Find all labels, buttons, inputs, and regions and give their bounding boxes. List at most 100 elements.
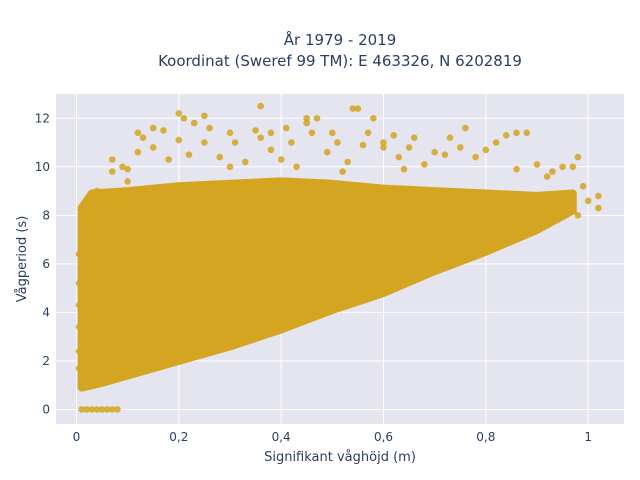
scatter-point: [359, 141, 367, 149]
scatter-point: [98, 406, 106, 413]
scatter-point: [334, 139, 341, 146]
scatter-point: [149, 124, 157, 132]
x-tick-labels: 0 0,2 0,4 0,6 0,8 1: [73, 430, 592, 444]
scatter-point: [410, 134, 418, 141]
scatter-point: [226, 129, 234, 137]
scatter-point: [313, 115, 321, 122]
y-tick-label: 10: [35, 160, 50, 174]
scatter-point: [75, 301, 83, 309]
y-axis-title: Vågperiod (s): [15, 216, 30, 303]
scatter-point: [308, 129, 316, 137]
scatter-point: [370, 115, 377, 122]
x-tick-label: 0,4: [272, 430, 291, 444]
scatter-point: [119, 163, 126, 171]
scatter-point: [584, 197, 592, 205]
scatter-point: [349, 105, 357, 112]
x-tick-label: 0,8: [476, 430, 495, 444]
y-tick-label: 4: [42, 305, 50, 319]
scatter-point: [83, 199, 90, 207]
scatter-point: [185, 151, 193, 158]
scatter-point: [503, 132, 510, 139]
scatter-point: [109, 168, 116, 175]
scatter-points: [75, 102, 602, 413]
x-tick-label: 0: [73, 430, 81, 444]
scatter-point: [472, 153, 479, 161]
scatter-point: [78, 212, 85, 219]
scatter-point: [103, 192, 111, 200]
scatter-point: [446, 134, 454, 141]
scatter-point: [569, 163, 577, 171]
y-tick-label: 2: [42, 354, 50, 368]
scatter-point: [257, 134, 265, 141]
scatter-point: [513, 129, 520, 137]
scatter-point: [339, 168, 346, 175]
scatter-point: [559, 163, 566, 171]
scatter-point: [165, 156, 172, 163]
scatter-point: [267, 129, 275, 137]
scatter-point: [344, 158, 352, 166]
scatter-point: [109, 406, 116, 413]
scatter-point: [226, 163, 234, 171]
scatter-point: [103, 406, 111, 413]
scatter-point: [462, 124, 469, 132]
y-tick-label: 0: [42, 402, 50, 416]
scatter-point: [109, 156, 116, 163]
scatter-point: [75, 347, 83, 355]
scatter-point: [83, 406, 90, 413]
scatter-point: [134, 129, 142, 137]
scatter-point: [283, 124, 290, 132]
x-tick-label: 1: [584, 430, 592, 444]
dense-region-mark: [77, 177, 577, 392]
scatter-point: [124, 178, 131, 185]
scatter-point: [124, 165, 131, 173]
scatter-point: [201, 139, 208, 146]
scatter-point: [354, 105, 362, 112]
scatter-point: [75, 364, 83, 372]
scatter-point: [421, 161, 428, 168]
scatter-point: [75, 280, 83, 287]
scatter-point: [482, 146, 490, 154]
scatter-point: [329, 129, 336, 137]
scatter-point: [149, 144, 157, 151]
scatter-point: [457, 144, 464, 151]
scatter-point: [88, 406, 96, 413]
scatter-point: [175, 136, 183, 144]
scatter-point: [206, 124, 213, 132]
scatter-point: [190, 119, 198, 127]
scatter-point: [595, 192, 602, 200]
scatter-point: [364, 129, 372, 137]
scatter-point: [390, 132, 398, 139]
scatter-point: [395, 153, 403, 161]
x-tick-label: 0,6: [374, 430, 393, 444]
scatter-point: [574, 212, 582, 219]
scatter-point: [303, 115, 311, 122]
scatter-point: [549, 168, 556, 175]
scatter-point: [533, 161, 541, 168]
scatter-point: [267, 146, 275, 154]
x-axis-title: Signifikant våghöjd (m): [264, 450, 416, 465]
scatter-point: [75, 250, 83, 258]
scatter-point: [180, 115, 188, 122]
chart-title-line-2: Koordinat (Sweref 99 TM): E 463326, N 62…: [158, 52, 522, 70]
y-tick-labels: 0 2 4 6 8 10 12: [35, 111, 50, 416]
scatter-point: [380, 144, 387, 151]
scatter-point: [175, 110, 183, 117]
dense-point-cloud: [77, 177, 577, 392]
scatter-point: [380, 139, 387, 146]
scatter-point: [231, 139, 239, 146]
scatter-point: [441, 151, 449, 158]
scatter-point: [405, 144, 413, 151]
scatter-point: [303, 119, 311, 127]
scatter-point: [293, 163, 300, 171]
scatter-point: [400, 165, 408, 173]
x-tick-label: 0,2: [169, 430, 188, 444]
scatter-point: [160, 127, 167, 134]
scatter-point: [78, 406, 85, 413]
scatter-point: [543, 173, 551, 180]
scatter-point: [139, 134, 147, 141]
scatter-point: [513, 165, 520, 173]
scatter-point: [75, 323, 83, 331]
scatter-point: [595, 204, 602, 212]
scatter-point: [201, 112, 208, 120]
